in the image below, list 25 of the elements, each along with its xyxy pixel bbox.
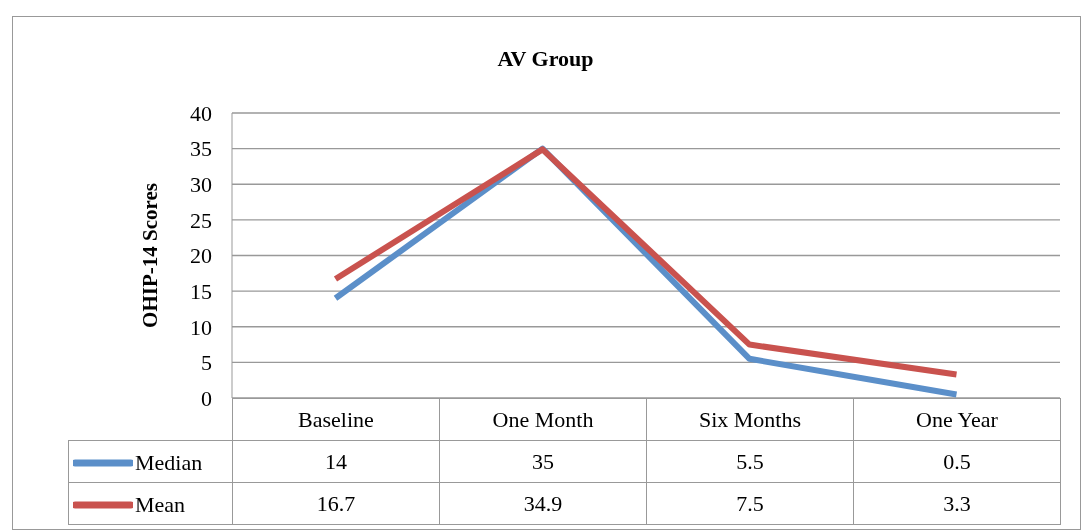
data-label: 7.5 (646, 482, 854, 525)
data-label: 3.3 (853, 482, 1061, 525)
x-tick-label: One Month (439, 398, 647, 441)
y-tick-label: 15 (190, 278, 212, 304)
legend-label: Median (135, 449, 203, 476)
y-tick-label: 5 (201, 350, 212, 376)
chart-title: AV Group (496, 46, 595, 72)
y-axis-title: OHIP-14 Scores (138, 183, 163, 328)
y-tick-label: 20 (190, 243, 212, 269)
data-label: 35 (439, 440, 647, 483)
x-tick-label: One Year (853, 398, 1061, 441)
data-label: 16.7 (232, 482, 440, 525)
x-tick-label: Baseline (232, 398, 440, 441)
y-tick-label: 25 (190, 207, 212, 233)
legend-label: Mean (135, 491, 186, 518)
x-tick-label: Six Months (646, 398, 854, 441)
y-tick-label: 0 (201, 385, 212, 411)
y-tick-label: 30 (190, 172, 212, 198)
y-tick-label: 40 (190, 100, 212, 126)
data-label: 34.9 (439, 482, 647, 525)
data-label: 5.5 (646, 440, 854, 483)
y-tick-label: 35 (190, 136, 212, 162)
y-tick-label: 10 (190, 314, 212, 340)
data-label: 14 (232, 440, 440, 483)
data-label: 0.5 (853, 440, 1061, 483)
